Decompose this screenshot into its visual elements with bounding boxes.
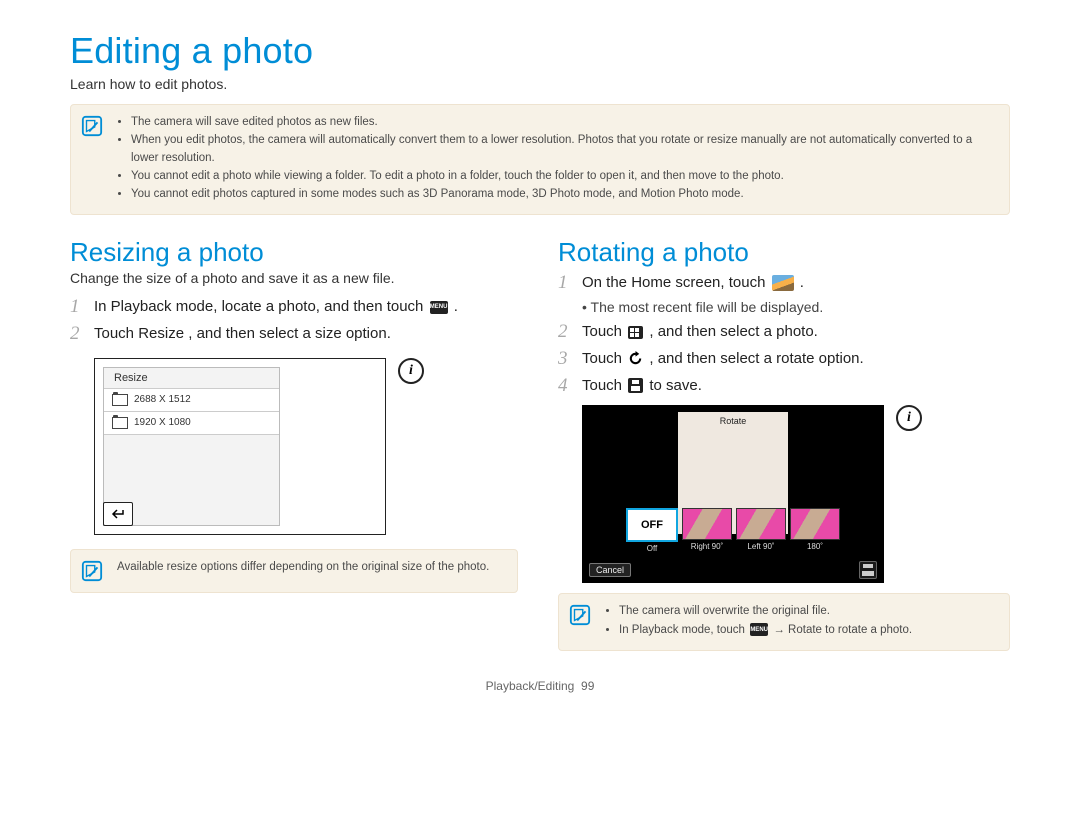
- rotate-section: Rotating a photo 1 On the Home screen, t…: [558, 233, 1010, 669]
- step-text-end: , and then select a size option.: [188, 325, 391, 342]
- note-item: When you edit photos, the camera will au…: [131, 132, 999, 167]
- top-notes: The camera will save edited photos as ne…: [70, 104, 1010, 215]
- step-text-end: , and then select a photo.: [649, 323, 817, 340]
- rotate-option: Right 90˚: [682, 508, 732, 551]
- step-text-end: .: [800, 274, 804, 291]
- rotate-option-label: Off: [647, 544, 658, 553]
- rotate-strip: OFF Off Right 90˚ Left 90˚: [583, 504, 883, 560]
- resize-desc: Change the size of a photo and save it a…: [70, 270, 522, 286]
- note-item: The camera will save edited photos as ne…: [131, 114, 999, 131]
- cancel-button: Cancel: [589, 563, 631, 577]
- step-text: Touch: [582, 323, 626, 340]
- resize-option: 2688 X 1512: [104, 388, 279, 412]
- resize-panel-title: Resize: [104, 368, 279, 388]
- footer-section: Playback/Editing: [486, 679, 575, 693]
- note-item: You cannot edit photos captured in some …: [131, 186, 999, 203]
- rotate-option-label: 180˚: [807, 542, 823, 551]
- rotate-step-2: 2 Touch , and then select a photo.: [558, 321, 1010, 344]
- page-subtitle: Learn how to edit photos.: [70, 76, 1010, 92]
- home-thumb-icon: [772, 275, 794, 291]
- page-title: Editing a photo: [70, 30, 1010, 72]
- rotate-notes: The camera will overwrite the original f…: [558, 593, 1010, 651]
- menu-icon: MENU: [750, 623, 768, 636]
- rotate-heading: Rotating a photo: [558, 237, 1010, 268]
- rotate-thumb: [682, 508, 732, 540]
- note-icon: [81, 560, 103, 582]
- rotate-option-off: OFF Off: [626, 508, 678, 553]
- note-icon: [81, 115, 103, 137]
- save-icon-dark: [859, 561, 877, 579]
- step-text-end: to save.: [649, 377, 702, 394]
- step-text-end: , and then select a rotate option.: [649, 350, 863, 367]
- save-icon: [628, 378, 643, 393]
- rotate-thumb: [790, 508, 840, 540]
- resize-note-text: Available resize options differ dependin…: [117, 558, 489, 582]
- step-text: Touch: [582, 350, 626, 367]
- rotate-screenshot: Rotate OFF Off Right 90˚ Le: [582, 405, 884, 583]
- step-number: 2: [70, 323, 84, 346]
- step-text: Touch: [582, 377, 626, 394]
- step-bold: Resize: [138, 325, 184, 342]
- top-notes-list: The camera will save edited photos as ne…: [117, 113, 999, 204]
- note-item: In Playback mode, touch MENU → Rotate to…: [619, 622, 912, 639]
- rotate-substep: The most recent file will be displayed.: [582, 299, 1010, 315]
- rotate-label: Rotate: [720, 416, 747, 426]
- menu-icon: MENU: [430, 301, 448, 314]
- rotate-option-label: Left 90˚: [747, 542, 774, 551]
- step-text-end: .: [454, 298, 458, 315]
- rotate-option-label: Right 90˚: [691, 542, 723, 551]
- thumb-icon: [112, 394, 128, 406]
- grid-icon: [628, 326, 643, 339]
- rotate-icon: [628, 351, 643, 366]
- note-icon: [569, 604, 591, 626]
- resize-note: Available resize options differ dependin…: [70, 549, 518, 593]
- note-item: The camera will overwrite the original f…: [619, 603, 912, 620]
- note-item: You cannot edit a photo while viewing a …: [131, 168, 999, 185]
- page: Editing a photo Learn how to edit photos…: [0, 0, 1080, 703]
- step-text: On the Home screen, touch: [582, 274, 770, 291]
- info-icon: i: [896, 405, 922, 431]
- rotate-off-thumb: OFF: [626, 508, 678, 542]
- info-icon: i: [398, 358, 424, 384]
- step-number: 4: [558, 375, 572, 398]
- resize-option-label: 1920 X 1080: [134, 417, 191, 428]
- footer: Playback/Editing 99: [70, 679, 1010, 693]
- step-number: 1: [558, 272, 572, 295]
- step-text: Touch: [94, 325, 138, 342]
- step-text: In Playback mode, locate a photo, and th…: [94, 298, 428, 315]
- back-button: [103, 502, 133, 526]
- rotate-thumb: [736, 508, 786, 540]
- step-number: 1: [70, 296, 84, 319]
- footer-page-num: 99: [581, 679, 594, 693]
- rotate-option: Left 90˚: [736, 508, 786, 551]
- thumb-icon: [112, 417, 128, 429]
- resize-heading: Resizing a photo: [70, 237, 522, 268]
- step-number: 2: [558, 321, 572, 344]
- rotate-step-3: 3 Touch , and then select a rotate optio…: [558, 348, 1010, 371]
- rotate-option: 180˚: [790, 508, 840, 551]
- rotate-notes-list: The camera will overwrite the original f…: [605, 602, 912, 640]
- rotate-step-4: 4 Touch to save.: [558, 375, 1010, 398]
- rotate-step-1: 1 On the Home screen, touch .: [558, 272, 1010, 295]
- resize-section: Resizing a photo Change the size of a ph…: [70, 233, 522, 669]
- resize-option-label: 2688 X 1512: [134, 394, 191, 405]
- step-number: 3: [558, 348, 572, 371]
- resize-step-2: 2 Touch Resize , and then select a size …: [70, 323, 522, 346]
- resize-step-1: 1 In Playback mode, locate a photo, and …: [70, 296, 522, 319]
- resize-option: 1920 X 1080: [104, 412, 279, 435]
- resize-screenshot: Resize 2688 X 1512 1920 X 1080: [94, 358, 386, 535]
